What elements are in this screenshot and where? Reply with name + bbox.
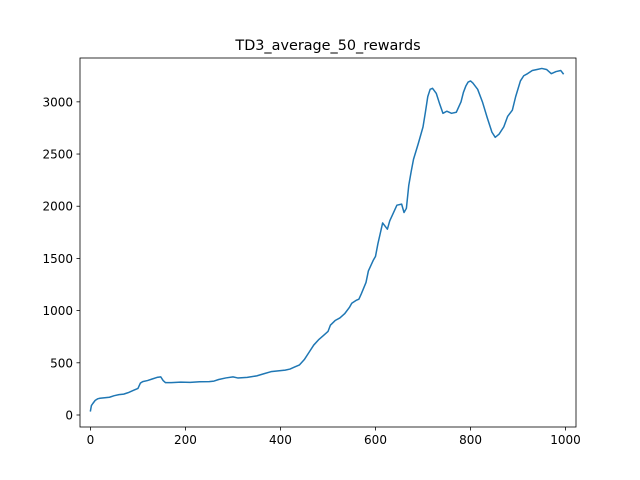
y-tick-label: 0 [65,408,73,422]
x-tick-label: 400 [269,433,292,447]
y-tick-label: 2000 [42,200,73,214]
chart-title: TD3_average_50_rewards [234,38,420,54]
y-tick-label: 1000 [42,304,73,318]
plot-area [89,67,565,412]
x-tick-label: 600 [364,433,387,447]
y-tick-label: 1500 [42,252,73,266]
x-tick-label: 200 [174,433,197,447]
x-tick-label: 800 [459,433,482,447]
y-tick-label: 500 [50,356,73,370]
x-tick-label: 1000 [550,433,581,447]
x-tick-label: 0 [87,433,95,447]
y-tick-label: 2500 [42,148,73,162]
y-tick-label: 3000 [42,95,73,109]
axes-frame [79,57,577,428]
axes: 0 200 400 600 800 1000 0 500 1000 1500 2000 2500 300… [42,57,581,447]
series-line-0 [89,67,565,412]
